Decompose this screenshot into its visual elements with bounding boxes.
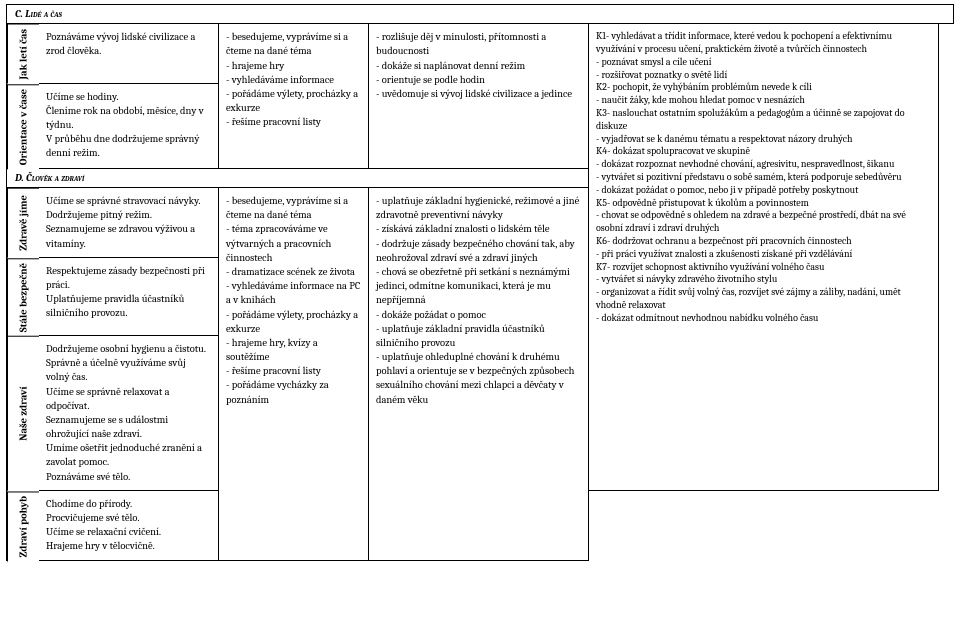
c-row1-col1: Poznáváme vývoj lidské civilizace a zrod… [39, 24, 219, 84]
c-row2-col1: Učíme se hodiny. Členíme rok na období, … [39, 84, 219, 169]
section-c-header: C. Lidé a čas [6, 4, 954, 23]
row-label-jak-leti-cas: Jak letí čas [7, 24, 39, 84]
c-col3-merged: - rozlišuje děj v minulosti, přítomnosti… [369, 24, 589, 169]
d-row1-col1: Učíme se správné stravovací návyky. Dodr… [39, 188, 219, 258]
d-col2-merged: - besedujeme, vyprávíme si a čteme na da… [219, 188, 369, 561]
d-row4-col1: Chodíme do přírody. Procvičujeme své těl… [39, 491, 219, 561]
row-label-orientace: Orientace v čase [7, 84, 39, 169]
d-col3-merged: - uplatňuje základní hygienické, režimov… [369, 188, 589, 561]
section-c-grid: Jak letí čas Poznáváme vývoj lidské civi… [6, 23, 954, 561]
section-d-header: D. Člověk a zdraví [7, 169, 589, 188]
d-row3-col1: Dodržujeme osobní hygienu a čistotu. Spr… [39, 336, 219, 491]
c-col2-merged: - besedujeme, vyprávíme si a čteme na da… [219, 24, 369, 169]
row-label-nase-zdravi: Naše zdraví [7, 336, 39, 491]
row-label-stale-bezpecne: Stále bezpečně [7, 258, 39, 336]
c-col4-merged: K1- vyhledávat a třídit informace, které… [589, 24, 939, 491]
row-label-zdravi-pohyb: Zdraví pohyb [7, 491, 39, 561]
d-row2-col1: Respektujeme zásady bezpečnosti při prác… [39, 258, 219, 336]
row-label-zdrave-jime: Zdravě jíme [7, 188, 39, 258]
